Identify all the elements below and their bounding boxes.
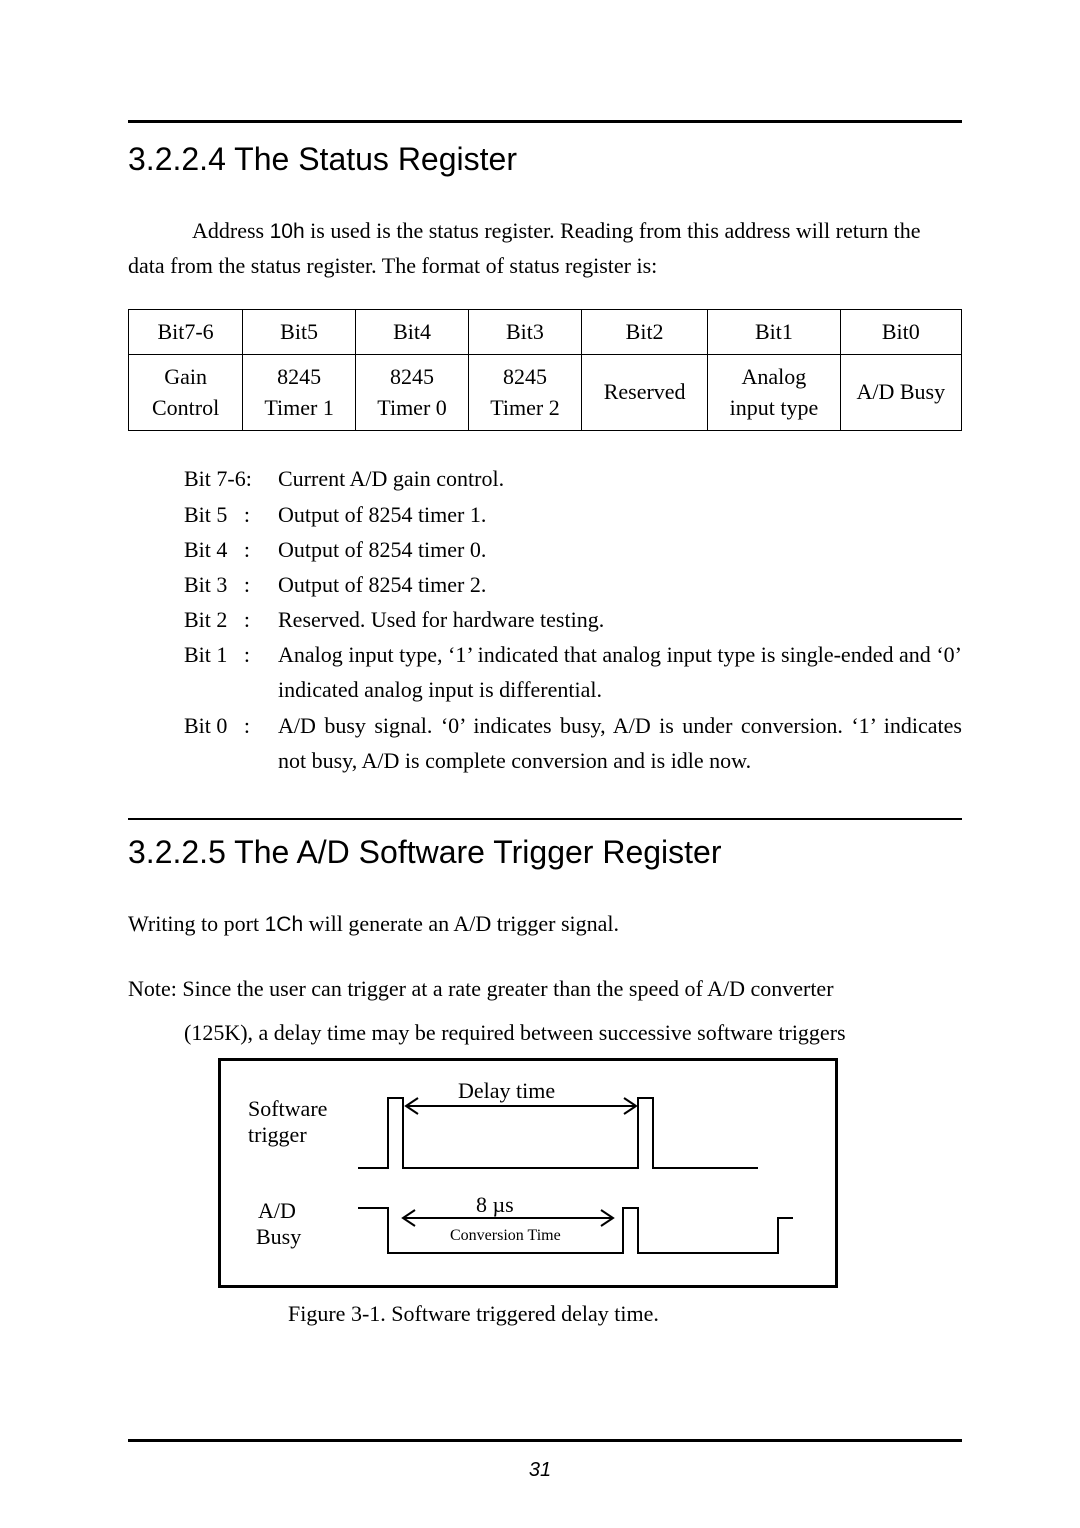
label-conversion-time: Conversion Time: [450, 1227, 561, 1244]
label-software-trigger: Software: [248, 1096, 327, 1121]
status-intro-pre: Address: [192, 218, 270, 243]
section-rule: [128, 120, 962, 123]
heading-trigger-register: 3.2.2.5 The A/D Software Trigger Registe…: [128, 834, 962, 871]
label-ad-busy: Busy: [256, 1224, 301, 1249]
trigger-note-line2: (125K), a delay time may be required bet…: [184, 1016, 962, 1050]
section-rule: [128, 818, 962, 820]
def-text: Output of 8254 timer 1.: [278, 497, 962, 532]
th-bit2: Bit2: [581, 309, 707, 354]
def-text: Analog input type, ‘1’ indicated that an…: [278, 637, 962, 707]
heading-status-register: 3.2.2.4 The Status Register: [128, 141, 962, 178]
td-t1: 8245 Timer 1: [243, 354, 356, 431]
def-label: Bit 1 :: [184, 637, 278, 672]
td-gain: Gain Control: [129, 354, 243, 431]
trigger-lead-post: will generate an A/D trigger signal.: [303, 911, 619, 936]
def-text: Reserved. Used for hardware testing.: [278, 602, 962, 637]
def-bit76: Bit 7-6: Current A/D gain control.: [184, 461, 962, 496]
def-bit2: Bit 2 : Reserved. Used for hardware test…: [184, 602, 962, 637]
waveform-software: [358, 1098, 758, 1168]
status-register-table: Bit7-6 Bit5 Bit4 Bit3 Bit2 Bit1 Bit0 Gai…: [128, 309, 962, 432]
trigger-note-line1: Note: Since the user can trigger at a ra…: [128, 972, 962, 1006]
td-t0: 8245 Timer 0: [356, 354, 469, 431]
def-text: Output of 8254 timer 2.: [278, 567, 962, 602]
label-ad-busy: A/D: [258, 1198, 296, 1223]
th-bit3: Bit3: [469, 309, 582, 354]
td-t2: 8245 Timer 2: [469, 354, 582, 431]
th-bit4: Bit4: [356, 309, 469, 354]
th-bit76: Bit7-6: [129, 309, 243, 354]
def-text: A/D busy signal. ‘0’ indicates busy, A/D…: [278, 708, 962, 778]
page: 3.2.2.4 The Status Register Address 10h …: [0, 0, 1080, 1528]
def-label: Bit 4 :: [184, 532, 278, 567]
page-number: 31: [0, 1459, 1080, 1482]
bit-definitions: Bit 7-6: Current A/D gain control. Bit 5…: [184, 461, 962, 778]
address-10h: 10h: [270, 220, 305, 243]
def-label: Bit 7-6:: [184, 461, 278, 496]
trigger-lead-pre: Writing to port: [128, 911, 265, 936]
figure-caption: Figure 3-1. Software triggered delay tim…: [288, 1301, 838, 1327]
td-res: Reserved: [581, 354, 707, 431]
def-bit0: Bit 0 : A/D busy signal. ‘0’ indicates b…: [184, 708, 962, 778]
status-intro-paragraph: Address 10h is used is the status regist…: [128, 214, 962, 283]
def-text: Output of 8254 timer 0.: [278, 532, 962, 567]
trigger-lead: Writing to port 1Ch will generate an A/D…: [128, 907, 962, 942]
td-ain: Analog input type: [708, 354, 840, 431]
def-label: Bit 5 :: [184, 497, 278, 532]
th-bit5: Bit5: [243, 309, 356, 354]
waveform-ad-busy: [358, 1208, 793, 1256]
timing-diagram-svg: Software trigger A/D Busy Delay time: [218, 1058, 838, 1288]
label-software-trigger: trigger: [248, 1122, 307, 1147]
def-bit1: Bit 1 : Analog input type, ‘1’ indicated…: [184, 637, 962, 707]
label-8us: 8 µs: [476, 1192, 514, 1217]
th-bit1: Bit1: [708, 309, 840, 354]
port-1ch: 1Ch: [265, 913, 304, 936]
timing-diagram: Software trigger A/D Busy Delay time: [218, 1058, 838, 1327]
table-row: Bit7-6 Bit5 Bit4 Bit3 Bit2 Bit1 Bit0: [129, 309, 962, 354]
def-label: Bit 3 :: [184, 567, 278, 602]
def-bit3: Bit 3 : Output of 8254 timer 2.: [184, 567, 962, 602]
def-bit4: Bit 4 : Output of 8254 timer 0.: [184, 532, 962, 567]
td-busy: A/D Busy: [840, 354, 961, 431]
label-delay-time: Delay time: [458, 1078, 555, 1103]
def-label: Bit 2 :: [184, 602, 278, 637]
def-bit5: Bit 5 : Output of 8254 timer 1.: [184, 497, 962, 532]
footer-rule: [128, 1439, 962, 1442]
def-text: Current A/D gain control.: [278, 461, 962, 496]
def-label: Bit 0 :: [184, 708, 278, 743]
table-row: Gain Control 8245 Timer 1 8245 Timer 0 8…: [129, 354, 962, 431]
th-bit0: Bit0: [840, 309, 961, 354]
